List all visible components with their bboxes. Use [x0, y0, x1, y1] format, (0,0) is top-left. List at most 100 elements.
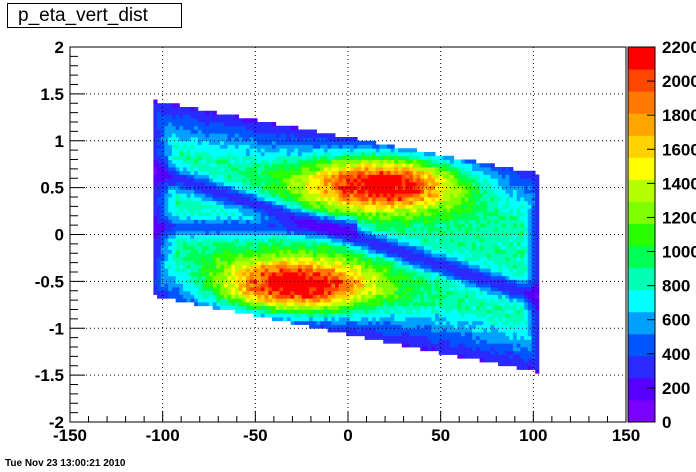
heatmap-cell — [323, 215, 329, 220]
heatmap-cell — [157, 122, 162, 127]
heatmap-cell — [446, 294, 451, 299]
heatmap-cell — [234, 144, 240, 149]
heatmap-cell — [201, 279, 206, 284]
heatmap-cell — [290, 189, 295, 194]
heatmap-cell — [349, 189, 354, 194]
heatmap-cell — [342, 275, 347, 280]
heatmap-cell — [171, 215, 177, 220]
heatmap-cell — [453, 204, 458, 209]
heatmap-cell — [312, 204, 317, 209]
heatmap-cell — [427, 272, 432, 277]
heatmap-cell — [320, 272, 325, 277]
heatmap-cell — [360, 275, 366, 280]
heatmap-cell — [290, 227, 295, 232]
heatmap-cell — [498, 343, 503, 348]
heatmap-cell — [157, 125, 162, 130]
heatmap-cell — [301, 313, 306, 318]
heatmap-cell — [442, 245, 447, 250]
heatmap-cell — [487, 279, 492, 284]
heatmap-cell — [183, 182, 188, 187]
heatmap-cell — [238, 193, 243, 198]
heatmap-cell — [412, 242, 417, 247]
heatmap-cell — [461, 298, 466, 303]
heatmap-cell — [342, 223, 347, 228]
heatmap-cell — [312, 227, 317, 232]
heatmap-cell — [357, 197, 362, 202]
heatmap-cell — [494, 332, 499, 337]
heatmap-cell — [409, 230, 414, 235]
heatmap-cell — [435, 249, 440, 254]
heatmap-cell — [364, 257, 369, 262]
heatmap-cell — [449, 163, 455, 168]
heatmap-cell — [157, 185, 162, 190]
heatmap-cell — [234, 257, 240, 262]
heatmap-cell — [416, 305, 421, 310]
heatmap-cell — [416, 219, 421, 224]
heatmap-cell — [490, 223, 495, 228]
heatmap-cell — [461, 159, 466, 164]
heatmap-cell — [423, 272, 429, 277]
heatmap-cell — [364, 245, 369, 250]
heatmap-cell — [464, 219, 469, 224]
heatmap-cell — [179, 197, 184, 202]
heatmap-cell — [335, 324, 340, 329]
heatmap-cell — [353, 178, 358, 183]
heatmap-cell — [416, 268, 421, 273]
heatmap-cell — [423, 167, 429, 172]
heatmap-cell — [249, 152, 254, 157]
heatmap-cell — [464, 290, 469, 295]
heatmap-cell — [472, 335, 477, 340]
heatmap-cell — [197, 200, 202, 205]
heatmap-cell — [268, 129, 273, 134]
heatmap-cell — [438, 275, 443, 280]
heatmap-cell — [227, 230, 232, 235]
heatmap-cell — [327, 144, 332, 149]
heatmap-cell — [368, 159, 373, 164]
heatmap-cell — [260, 305, 265, 310]
heatmap-cell — [294, 294, 299, 299]
heatmap-cell — [479, 219, 484, 224]
heatmap-cell — [175, 159, 180, 164]
heatmap-cell — [272, 290, 277, 295]
heatmap-cell — [335, 152, 340, 157]
heatmap-cell — [297, 283, 303, 288]
heatmap-cell — [234, 114, 240, 119]
heatmap-cell — [409, 305, 414, 310]
heatmap-cell — [446, 170, 451, 175]
heatmap-cell — [364, 253, 369, 258]
heatmap-cell — [453, 167, 458, 172]
heatmap-cell — [223, 305, 228, 310]
heatmap-cell — [357, 223, 362, 228]
heatmap-cell — [253, 174, 258, 179]
heatmap-cell — [297, 215, 303, 220]
heatmap-cell — [431, 208, 436, 213]
heatmap-cell — [338, 178, 343, 183]
heatmap-cell — [216, 290, 221, 295]
heatmap-cell — [272, 122, 277, 127]
heatmap-cell — [383, 182, 388, 187]
heatmap-cell — [234, 242, 240, 247]
heatmap-cell — [220, 174, 225, 179]
heatmap-cell — [153, 208, 158, 213]
heatmap-cell — [390, 245, 395, 250]
heatmap-cell — [449, 223, 455, 228]
heatmap-cell — [368, 215, 373, 220]
heatmap-cell — [405, 245, 410, 250]
heatmap-cell — [279, 230, 284, 235]
heatmap-cell — [368, 212, 373, 217]
heatmap-cell — [183, 174, 188, 179]
heatmap-cell — [398, 170, 403, 175]
heatmap-cell — [220, 140, 225, 145]
heatmap-cell — [401, 302, 406, 307]
heatmap-cell — [435, 275, 440, 280]
heatmap-cell — [309, 167, 314, 172]
heatmap-cell — [290, 298, 295, 303]
heatmap-cell — [175, 234, 180, 239]
heatmap-cell — [190, 197, 195, 202]
heatmap-cell — [290, 133, 295, 138]
heatmap-cell — [201, 140, 206, 145]
heatmap-cell — [494, 230, 499, 235]
heatmap-cell — [234, 133, 240, 138]
heatmap-cell — [164, 107, 169, 112]
heatmap-cell — [268, 159, 273, 164]
